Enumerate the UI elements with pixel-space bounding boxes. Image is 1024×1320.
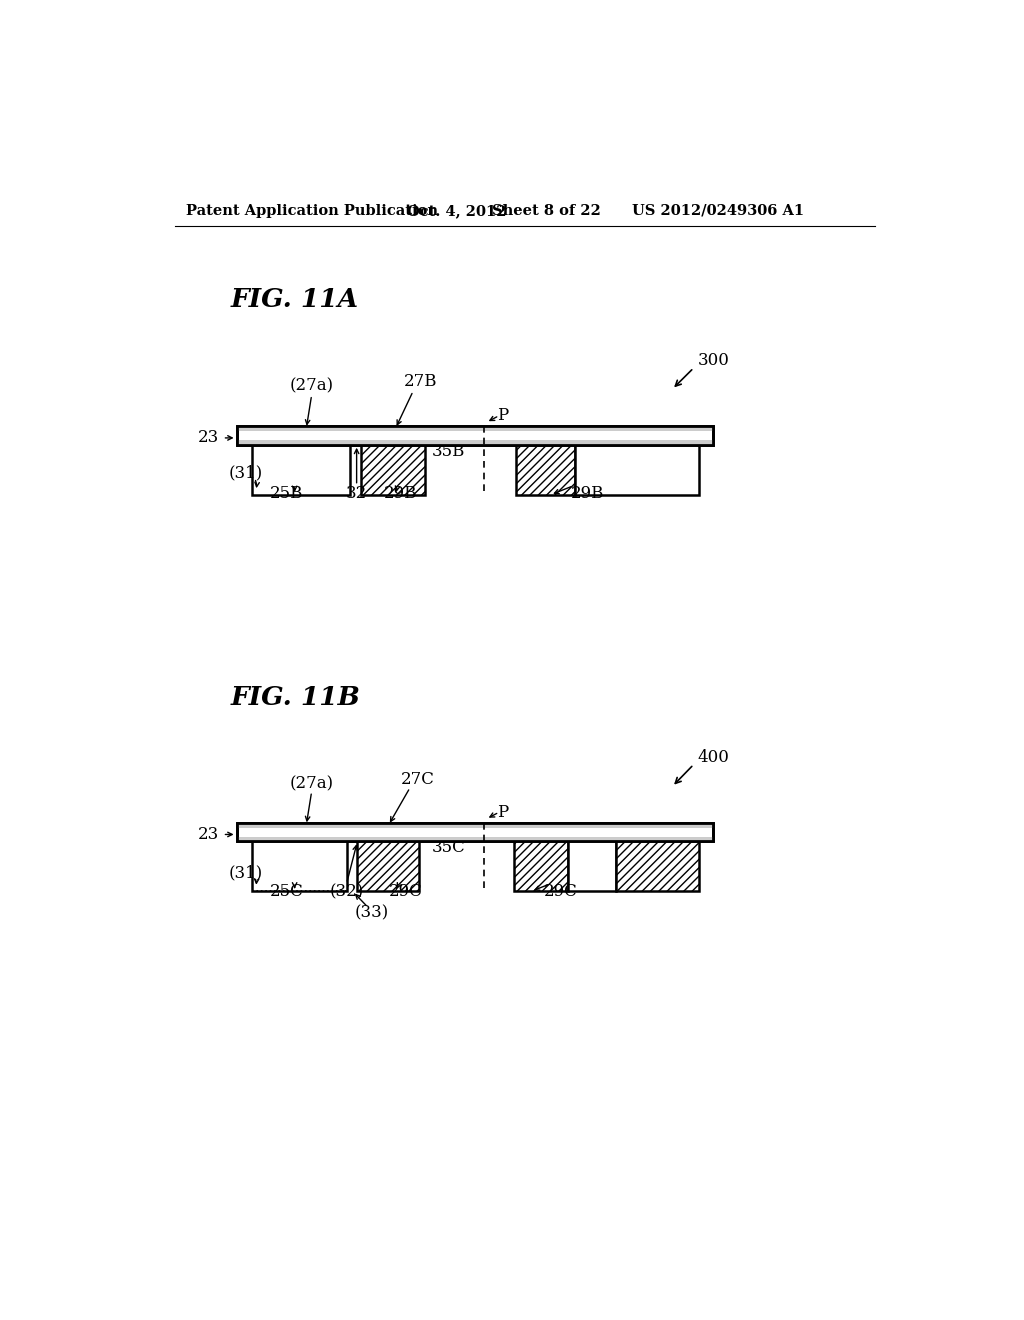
Text: 29C: 29C [388, 883, 422, 900]
Text: 27B: 27B [404, 374, 437, 391]
Bar [237, 822, 713, 828]
Bar [515, 445, 575, 495]
Bar [237, 426, 713, 445]
Text: (27a): (27a) [290, 378, 334, 395]
Text: 27C: 27C [401, 771, 435, 788]
Text: (27a): (27a) [290, 775, 334, 792]
Text: (33): (33) [355, 904, 389, 921]
Text: (31): (31) [228, 865, 263, 882]
Bar [237, 822, 713, 841]
Text: FIG. 11A: FIG. 11A [231, 286, 359, 312]
Text: Oct. 4, 2012: Oct. 4, 2012 [407, 203, 507, 218]
Bar [357, 841, 419, 891]
Bar [237, 426, 713, 430]
Text: 23: 23 [199, 429, 219, 446]
Bar [252, 445, 350, 495]
Bar [575, 445, 699, 495]
Text: 29B: 29B [571, 484, 604, 502]
Text: Sheet 8 of 22: Sheet 8 of 22 [493, 203, 601, 218]
Text: 35B: 35B [432, 442, 465, 459]
Text: 29B: 29B [384, 484, 418, 502]
Bar [237, 837, 713, 841]
Text: 400: 400 [697, 748, 729, 766]
Bar [514, 841, 568, 891]
Text: FIG. 11B: FIG. 11B [231, 685, 360, 710]
Text: US 2012/0249306 A1: US 2012/0249306 A1 [632, 203, 804, 218]
Bar [237, 441, 713, 445]
Text: (31): (31) [228, 465, 263, 480]
Bar [252, 841, 347, 891]
Text: 29C: 29C [544, 883, 578, 900]
Text: 300: 300 [697, 351, 729, 368]
Text: 25B: 25B [270, 484, 303, 502]
Text: P: P [498, 804, 509, 821]
Bar [616, 841, 699, 891]
Bar [237, 822, 713, 841]
Bar [360, 445, 425, 495]
Text: 25C: 25C [270, 883, 304, 900]
Text: Patent Application Publication: Patent Application Publication [186, 203, 438, 218]
Text: 23: 23 [199, 826, 219, 843]
Text: P: P [498, 407, 509, 424]
Text: 35C: 35C [432, 840, 466, 857]
Bar [568, 841, 616, 891]
Text: (32): (32) [330, 883, 364, 900]
Bar [237, 426, 713, 445]
Text: 32: 32 [346, 484, 368, 502]
